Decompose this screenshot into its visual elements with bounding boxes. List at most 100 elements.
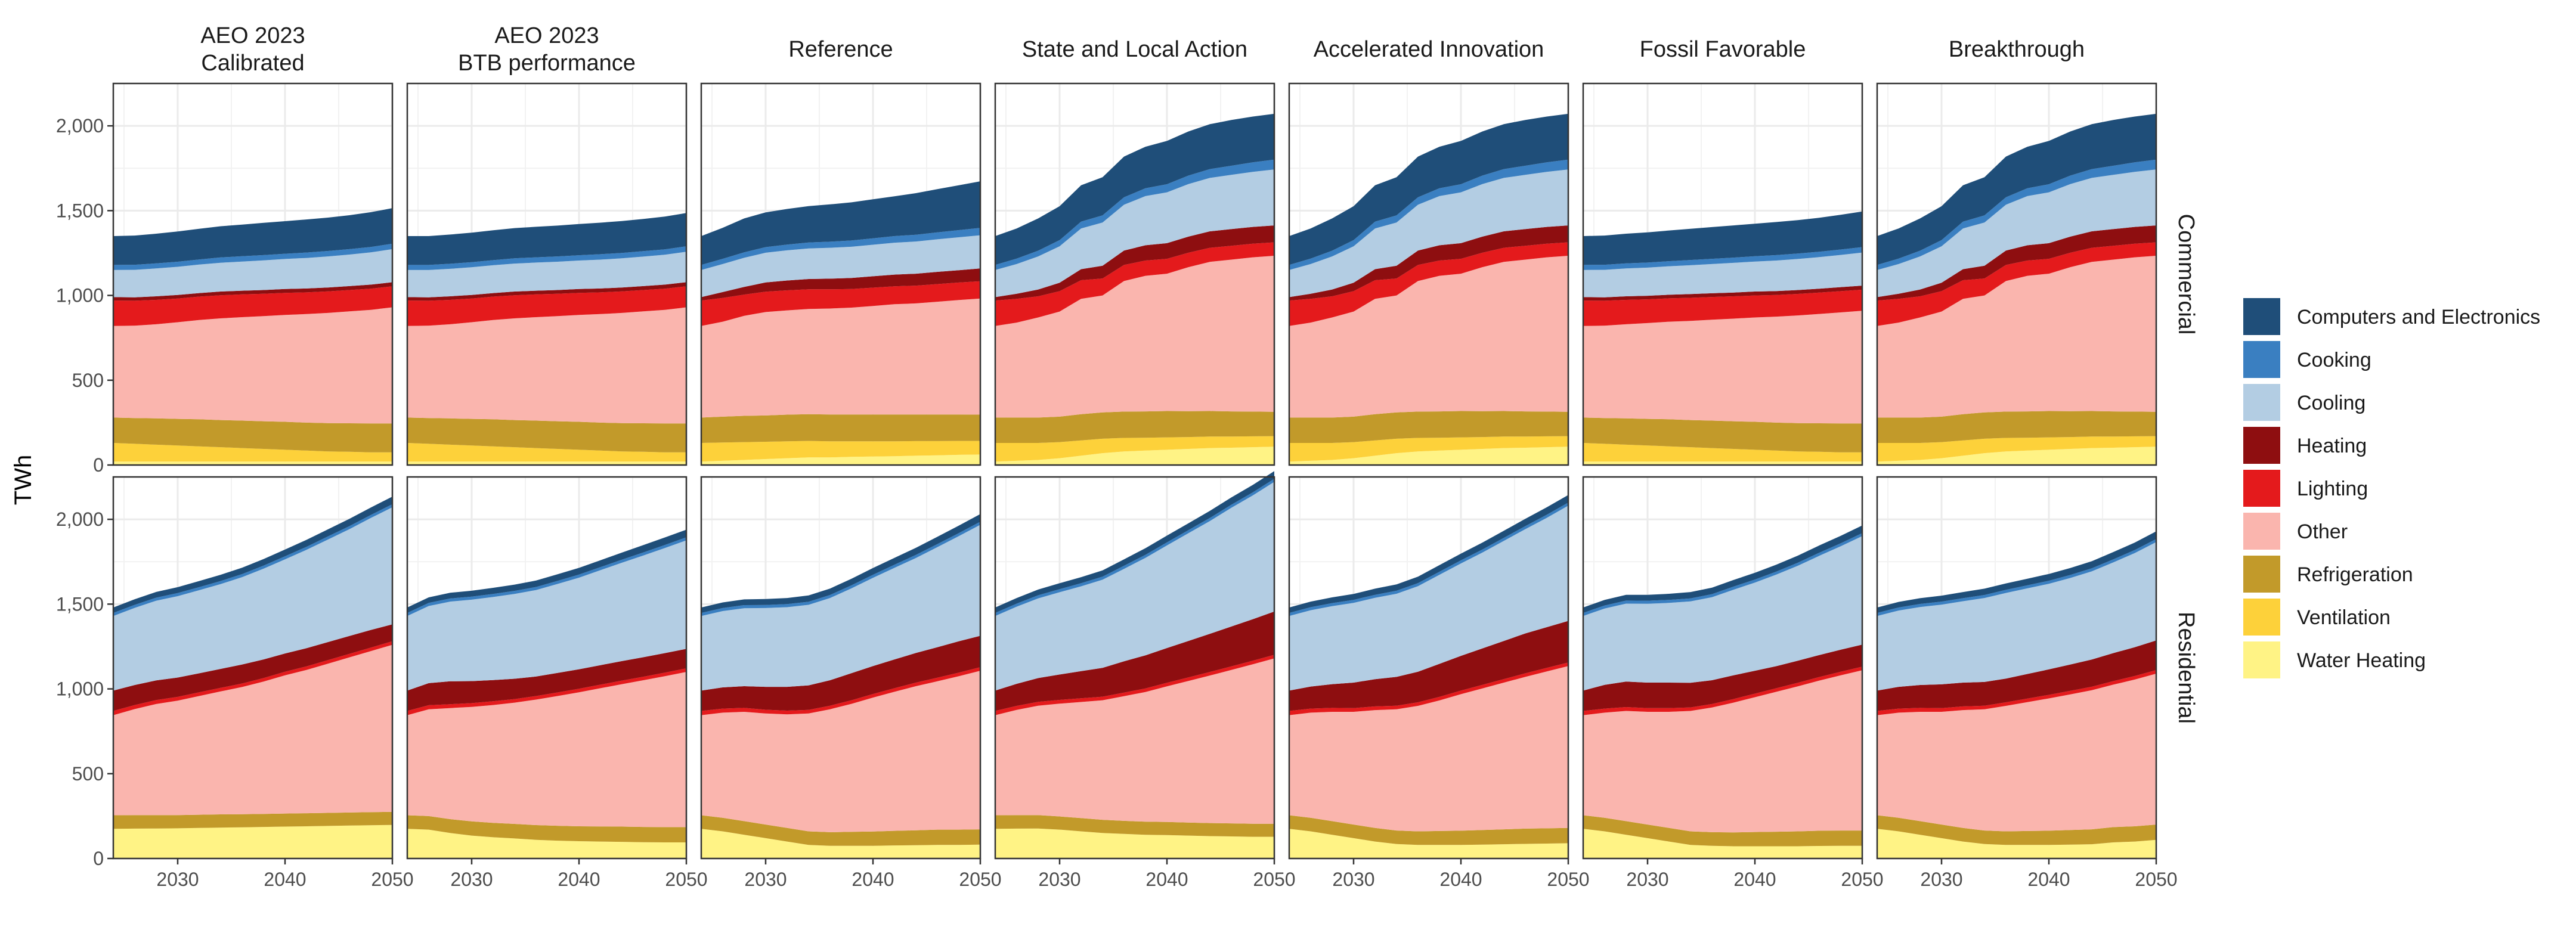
x-tick-label: 2040 <box>1439 869 1482 890</box>
area-cooking-residential-state_local <box>995 479 1274 616</box>
area-computers-and-electronics-residential-btb <box>407 529 686 613</box>
area-lighting-commercial-accelerated <box>1289 242 1568 326</box>
x-tick-label: 2030 <box>1920 869 1962 890</box>
area-computers-and-electronics-commercial-accelerated <box>1289 113 1568 265</box>
area-cooling-commercial-reference <box>701 235 980 297</box>
area-computers-and-electronics-commercial-btb <box>407 213 686 265</box>
row-strip-label-residential: Residential <box>2174 612 2199 724</box>
y-tick-label: 1,000 <box>56 285 104 306</box>
area-cooling-residential-calibrated <box>113 507 392 691</box>
x-tick-label: 2050 <box>665 869 707 890</box>
area-other-residential-reference <box>701 671 980 832</box>
area-lighting-residential-state_local <box>995 655 1274 715</box>
y-tick-label: 0 <box>93 848 104 869</box>
area-lighting-commercial-btb <box>407 286 686 326</box>
area-cooling-residential-reference <box>701 525 980 691</box>
area-cooling-residential-breakthrough <box>1877 542 2156 691</box>
area-water-heating-residential-accelerated <box>1289 829 1568 858</box>
area-computers-and-electronics-commercial-fossil <box>1583 211 1862 265</box>
area-refrigeration-commercial-reference <box>701 414 980 443</box>
area-cooling-commercial-accelerated <box>1289 169 1568 297</box>
area-water-heating-commercial-breakthrough <box>1877 447 2156 465</box>
x-tick-label: 2050 <box>1253 869 1295 890</box>
area-refrigeration-commercial-accelerated <box>1289 411 1568 443</box>
x-tick-label: 2050 <box>2135 869 2177 890</box>
area-heating-commercial-state_local <box>995 225 1274 301</box>
y-tick-label: 2,000 <box>56 115 104 137</box>
area-heating-commercial-calibrated <box>113 282 392 301</box>
area-refrigeration-residential-fossil <box>1583 815 1862 847</box>
legend-swatch-cooling <box>2243 384 2280 421</box>
legend-label-cooling: Cooling <box>2297 392 2366 414</box>
area-ventilation-commercial-accelerated <box>1289 436 1568 462</box>
legend-label-refrigeration: Refrigeration <box>2297 563 2413 586</box>
area-layer <box>113 113 2156 858</box>
legend-label-lighting: Lighting <box>2297 478 2368 500</box>
panel-border-residential-state_local <box>994 476 1275 860</box>
area-computers-and-electronics-residential-breakthrough <box>1877 531 2156 613</box>
x-tick-label: 2040 <box>2027 869 2070 890</box>
area-cooking-commercial-reference <box>701 228 980 270</box>
x-tick-label: 2030 <box>1038 869 1080 890</box>
area-heating-commercial-btb <box>407 282 686 301</box>
area-lighting-residential-btb <box>407 668 686 715</box>
area-computers-and-electronics-commercial-reference <box>701 181 980 265</box>
area-lighting-residential-reference <box>701 667 980 715</box>
area-water-heating-residential-reference <box>701 829 980 858</box>
y-tick-label: 2,000 <box>56 509 104 530</box>
x-tick-label: 2040 <box>852 869 894 890</box>
area-heating-commercial-fossil <box>1583 286 1862 301</box>
area-cooling-commercial-breakthrough <box>1877 169 2156 297</box>
area-computers-and-electronics-commercial-breakthrough <box>1877 113 2156 265</box>
area-water-heating-commercial-accelerated <box>1289 447 1568 465</box>
area-ventilation-commercial-breakthrough <box>1877 436 2156 462</box>
area-water-heating-commercial-state_local <box>995 447 1274 465</box>
area-computers-and-electronics-residential-calibrated <box>113 497 392 613</box>
x-tick-label: 2050 <box>959 869 1001 890</box>
area-refrigeration-commercial-state_local <box>995 411 1274 443</box>
area-cooling-residential-btb <box>407 540 686 691</box>
area-lighting-commercial-state_local <box>995 242 1274 326</box>
area-lighting-residential-breakthrough <box>1877 670 2156 715</box>
row-strip-label-commercial: Commercial <box>2174 214 2199 335</box>
area-lighting-residential-calibrated <box>113 641 392 715</box>
area-heating-commercial-breakthrough <box>1877 225 2156 301</box>
area-cooking-residential-btb <box>407 537 686 616</box>
legend-swatch-cooking <box>2243 341 2280 378</box>
area-cooling-residential-accelerated <box>1289 506 1568 691</box>
area-other-commercial-breakthrough <box>1877 256 2156 418</box>
area-refrigeration-commercial-btb <box>407 417 686 452</box>
area-water-heating-commercial-calibrated <box>113 461 392 465</box>
area-cooling-commercial-btb <box>407 252 686 297</box>
area-cooking-residential-calibrated <box>113 504 392 616</box>
area-other-commercial-accelerated <box>1289 256 1568 418</box>
text-layer: TWh 0 500 1,000 1,500 2,000 Commercial 0 500 1,0… <box>10 23 2199 890</box>
column-strip-label-calibrated: Calibrated <box>201 51 304 76</box>
y-tick-label: 1,500 <box>56 200 104 221</box>
x-tick-label: 2030 <box>156 869 199 890</box>
panel-border-commercial-fossil <box>1582 82 1863 466</box>
area-cooking-residential-breakthrough <box>1877 539 2156 616</box>
panel-border-residential-fossil <box>1582 476 1863 860</box>
panel-border-residential-calibrated <box>112 476 394 860</box>
area-water-heating-commercial-btb <box>407 461 686 465</box>
legend-swatch-water-heating <box>2243 641 2280 678</box>
area-cooling-residential-state_local <box>995 482 1274 691</box>
x-tick-label: 2050 <box>1547 869 1589 890</box>
area-computers-and-electronics-residential-reference <box>701 514 980 613</box>
x-tick-label: 2050 <box>371 869 413 890</box>
panel-border-commercial-btb <box>406 82 688 466</box>
column-strip-label-breakthrough: Breakthrough <box>1949 37 2085 62</box>
column-strip-label-fossil: Fossil Favorable <box>1640 37 1806 62</box>
area-water-heating-residential-fossil <box>1583 829 1862 858</box>
area-lighting-residential-accelerated <box>1289 662 1568 715</box>
area-ventilation-commercial-reference <box>701 441 980 462</box>
area-heating-residential-btb <box>407 649 686 711</box>
area-refrigeration-residential-state_local <box>995 815 1274 837</box>
area-refrigeration-residential-calibrated <box>113 811 392 829</box>
column-strip-label-accelerated: Accelerated Innovation <box>1314 37 1544 62</box>
area-cooking-commercial-calibrated <box>113 243 392 270</box>
x-tick-label: 2040 <box>1733 869 1776 890</box>
area-cooking-commercial-accelerated <box>1289 159 1568 270</box>
column-strip-label-btb: AEO 2023 <box>494 23 599 48</box>
